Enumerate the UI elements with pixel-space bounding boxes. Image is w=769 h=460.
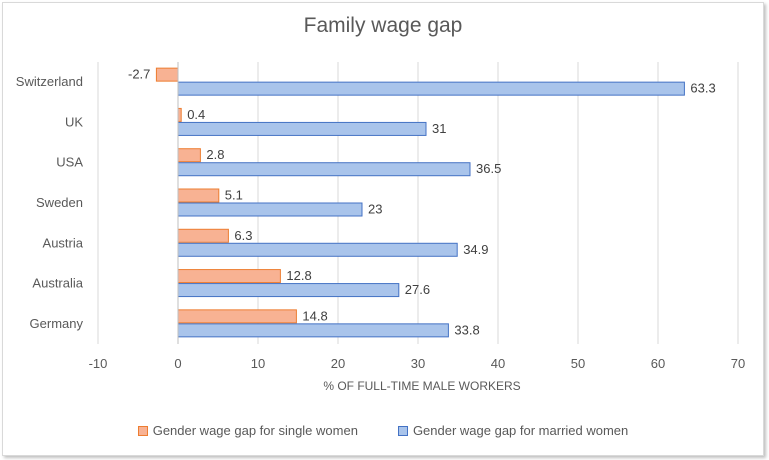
x-tick-label: 60 <box>651 356 665 371</box>
chart-title: Family wage gap <box>303 14 463 37</box>
x-tick-label: 40 <box>491 356 505 371</box>
data-label: 2.8 <box>206 147 224 162</box>
bar-single <box>177 148 201 163</box>
legend-label-single: Gender wage gap for single women <box>152 423 358 438</box>
category-label: UK <box>65 114 83 129</box>
legend-swatch-single <box>137 425 148 436</box>
data-label: 5.1 <box>225 188 243 203</box>
bar-married <box>177 121 427 136</box>
x-tick-label: -10 <box>89 356 108 371</box>
data-label: 6.3 <box>234 228 252 243</box>
data-label: 63.3 <box>690 81 715 96</box>
legend-item-married: Gender wage gap for married women <box>397 423 629 438</box>
category-label: Austria <box>43 235 84 250</box>
bar-single <box>177 228 229 243</box>
bar-married <box>177 162 471 177</box>
bar-married <box>177 242 458 257</box>
data-label: 12.8 <box>286 268 311 283</box>
bar-single <box>155 67 179 82</box>
data-label: 31 <box>432 121 446 136</box>
x-tick-label: 20 <box>331 356 345 371</box>
x-tick-label: 70 <box>731 356 745 371</box>
x-tick-label: 50 <box>571 356 585 371</box>
legend-item-single: Gender wage gap for single women <box>137 423 358 438</box>
bar-single <box>177 188 220 203</box>
category-label: Germany <box>30 316 84 331</box>
chart-frame <box>2 2 764 456</box>
data-label: 36.5 <box>476 161 501 176</box>
chart-legend: Gender wage gap for single women Gender … <box>0 423 766 438</box>
legend-label-married: Gender wage gap for married women <box>412 423 629 438</box>
x-tick-label: 30 <box>411 356 425 371</box>
data-label: 34.9 <box>463 242 488 257</box>
bar-married <box>177 323 449 338</box>
data-label: 27.6 <box>405 282 430 297</box>
x-axis-title: % OF FULL-TIME MALE WORKERS <box>323 379 520 393</box>
bar-married <box>177 202 363 217</box>
bar-married <box>177 81 685 96</box>
data-label: 0.4 <box>187 107 205 122</box>
category-label: Sweden <box>36 195 83 210</box>
bar-married <box>177 283 400 298</box>
bar-single <box>177 269 281 284</box>
data-label: 33.8 <box>454 322 479 337</box>
category-label: USA <box>56 155 83 170</box>
data-label: 14.8 <box>302 308 327 323</box>
category-label: Switzerland <box>16 74 83 89</box>
x-tick-label: 0 <box>174 356 181 371</box>
legend-swatch-married <box>397 425 408 436</box>
bar-single <box>177 309 297 324</box>
data-label: -2.7 <box>128 67 150 82</box>
x-tick-label: 10 <box>251 356 265 371</box>
data-label: 23 <box>368 202 382 217</box>
category-label: Australia <box>32 276 83 291</box>
